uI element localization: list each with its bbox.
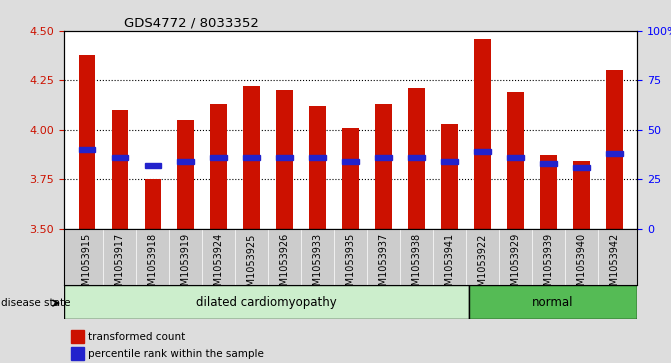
- Bar: [540, 161, 557, 166]
- Text: GSM1053935: GSM1053935: [346, 233, 356, 298]
- Bar: [64, 285, 469, 319]
- Bar: [70, 347, 84, 360]
- Text: GSM1053938: GSM1053938: [411, 233, 421, 298]
- Bar: [79, 147, 95, 152]
- Text: GSM1053922: GSM1053922: [478, 233, 488, 298]
- Text: percentile rank within the sample: percentile rank within the sample: [89, 348, 264, 359]
- Bar: [606, 70, 623, 229]
- Bar: [144, 163, 161, 168]
- Text: transformed count: transformed count: [89, 331, 185, 342]
- Text: disease state: disease state: [1, 298, 71, 308]
- Bar: [211, 104, 227, 229]
- Text: GSM1053918: GSM1053918: [148, 233, 158, 298]
- Bar: [469, 285, 637, 319]
- Bar: [474, 149, 491, 154]
- Text: GSM1053941: GSM1053941: [444, 233, 454, 298]
- Bar: [507, 92, 523, 229]
- Bar: [178, 159, 194, 164]
- Text: GSM1053919: GSM1053919: [180, 233, 191, 298]
- Bar: [573, 162, 590, 229]
- Bar: [211, 155, 227, 160]
- Bar: [79, 54, 95, 229]
- Bar: [573, 165, 590, 170]
- Bar: [178, 120, 194, 229]
- Bar: [408, 88, 425, 229]
- Text: GSM1053939: GSM1053939: [544, 233, 554, 298]
- Bar: [540, 155, 557, 229]
- Text: GSM1053929: GSM1053929: [511, 233, 521, 298]
- Bar: [111, 155, 128, 160]
- Bar: [244, 155, 260, 160]
- Text: GSM1053940: GSM1053940: [576, 233, 586, 298]
- Text: GSM1053926: GSM1053926: [280, 233, 290, 298]
- Text: GSM1053942: GSM1053942: [609, 233, 619, 298]
- Bar: [474, 39, 491, 229]
- Text: GSM1053915: GSM1053915: [82, 233, 92, 298]
- Bar: [309, 106, 326, 229]
- Bar: [375, 155, 392, 160]
- Text: GSM1053933: GSM1053933: [313, 233, 323, 298]
- Text: GSM1053925: GSM1053925: [247, 233, 257, 298]
- Text: GDS4772 / 8033352: GDS4772 / 8033352: [124, 16, 259, 29]
- Bar: [70, 330, 84, 343]
- Text: GSM1053917: GSM1053917: [115, 233, 125, 298]
- Bar: [111, 110, 128, 229]
- Text: GSM1053937: GSM1053937: [378, 233, 389, 298]
- Bar: [276, 155, 293, 160]
- Bar: [375, 104, 392, 229]
- Bar: [442, 159, 458, 164]
- Bar: [342, 159, 359, 164]
- Bar: [244, 86, 260, 229]
- Bar: [276, 90, 293, 229]
- Bar: [442, 124, 458, 229]
- Bar: [408, 155, 425, 160]
- Bar: [606, 151, 623, 156]
- Bar: [309, 155, 326, 160]
- Bar: [507, 155, 523, 160]
- Bar: [144, 179, 161, 229]
- Text: GSM1053924: GSM1053924: [213, 233, 223, 298]
- Text: dilated cardiomyopathy: dilated cardiomyopathy: [196, 296, 337, 309]
- Text: normal: normal: [532, 296, 574, 309]
- Bar: [342, 128, 359, 229]
